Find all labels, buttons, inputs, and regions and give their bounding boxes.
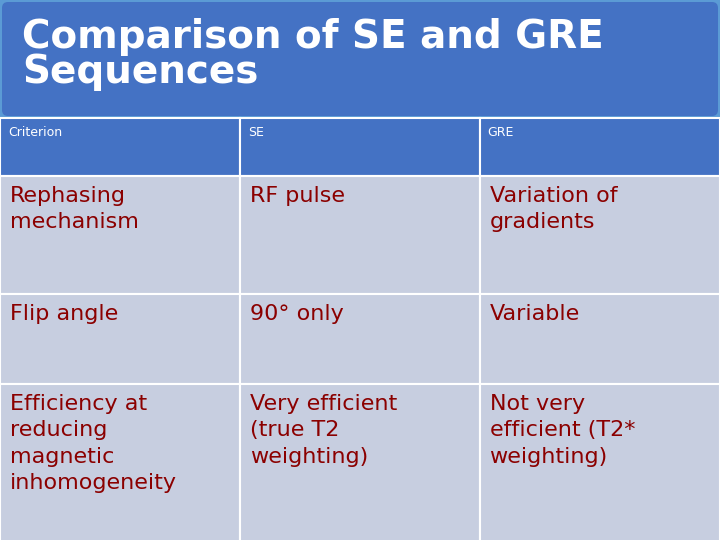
Text: Criterion: Criterion <box>8 126 62 139</box>
Text: Variable: Variable <box>490 304 580 324</box>
Text: Sequences: Sequences <box>22 53 258 91</box>
FancyBboxPatch shape <box>2 2 718 116</box>
Text: Variation of
gradients: Variation of gradients <box>490 186 617 232</box>
Bar <box>0 118 240 176</box>
Bar <box>0 176 240 294</box>
Text: Rephasing
mechanism: Rephasing mechanism <box>10 186 139 232</box>
Text: Efficiency at
reducing
magnetic
inhomogeneity: Efficiency at reducing magnetic inhomoge… <box>10 394 177 493</box>
Bar <box>240 118 480 176</box>
Bar <box>480 384 720 540</box>
Bar <box>240 294 480 384</box>
Text: RF pulse: RF pulse <box>250 186 345 206</box>
Bar <box>0 294 240 384</box>
Bar <box>480 176 720 294</box>
Text: 90° only: 90° only <box>250 304 343 324</box>
Bar <box>240 384 480 540</box>
Text: GRE: GRE <box>487 126 514 139</box>
Bar <box>480 118 720 176</box>
Bar <box>0 384 240 540</box>
Text: Not very
efficient (T2*
weighting): Not very efficient (T2* weighting) <box>490 394 635 467</box>
Text: Very efficient
(true T2
weighting): Very efficient (true T2 weighting) <box>250 394 397 467</box>
Text: Comparison of SE and GRE: Comparison of SE and GRE <box>22 18 604 56</box>
Bar <box>0 0 720 118</box>
Text: Flip angle: Flip angle <box>10 304 118 324</box>
Bar <box>480 294 720 384</box>
Text: SE: SE <box>248 126 264 139</box>
Bar <box>240 176 480 294</box>
